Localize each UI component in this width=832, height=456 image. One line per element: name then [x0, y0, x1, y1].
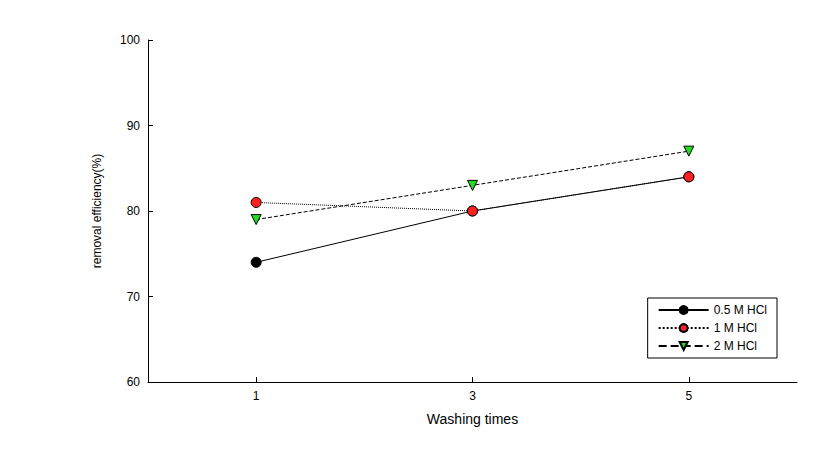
svg-text:90: 90: [127, 119, 141, 133]
svg-text:2 M HCl: 2 M HCl: [714, 339, 757, 353]
svg-text:1 M HCl: 1 M HCl: [714, 321, 757, 335]
svg-text:100: 100: [120, 33, 140, 47]
svg-text:70: 70: [127, 290, 141, 304]
svg-text:Washing times: Washing times: [427, 411, 518, 427]
svg-text:0.5 M HCl: 0.5 M HCl: [714, 303, 767, 317]
svg-text:1: 1: [253, 389, 260, 403]
svg-text:80: 80: [127, 204, 141, 218]
svg-text:5: 5: [685, 389, 692, 403]
svg-text:3: 3: [469, 389, 476, 403]
svg-text:60: 60: [127, 375, 141, 389]
svg-text:removal efficiency(%): removal efficiency(%): [90, 154, 104, 268]
